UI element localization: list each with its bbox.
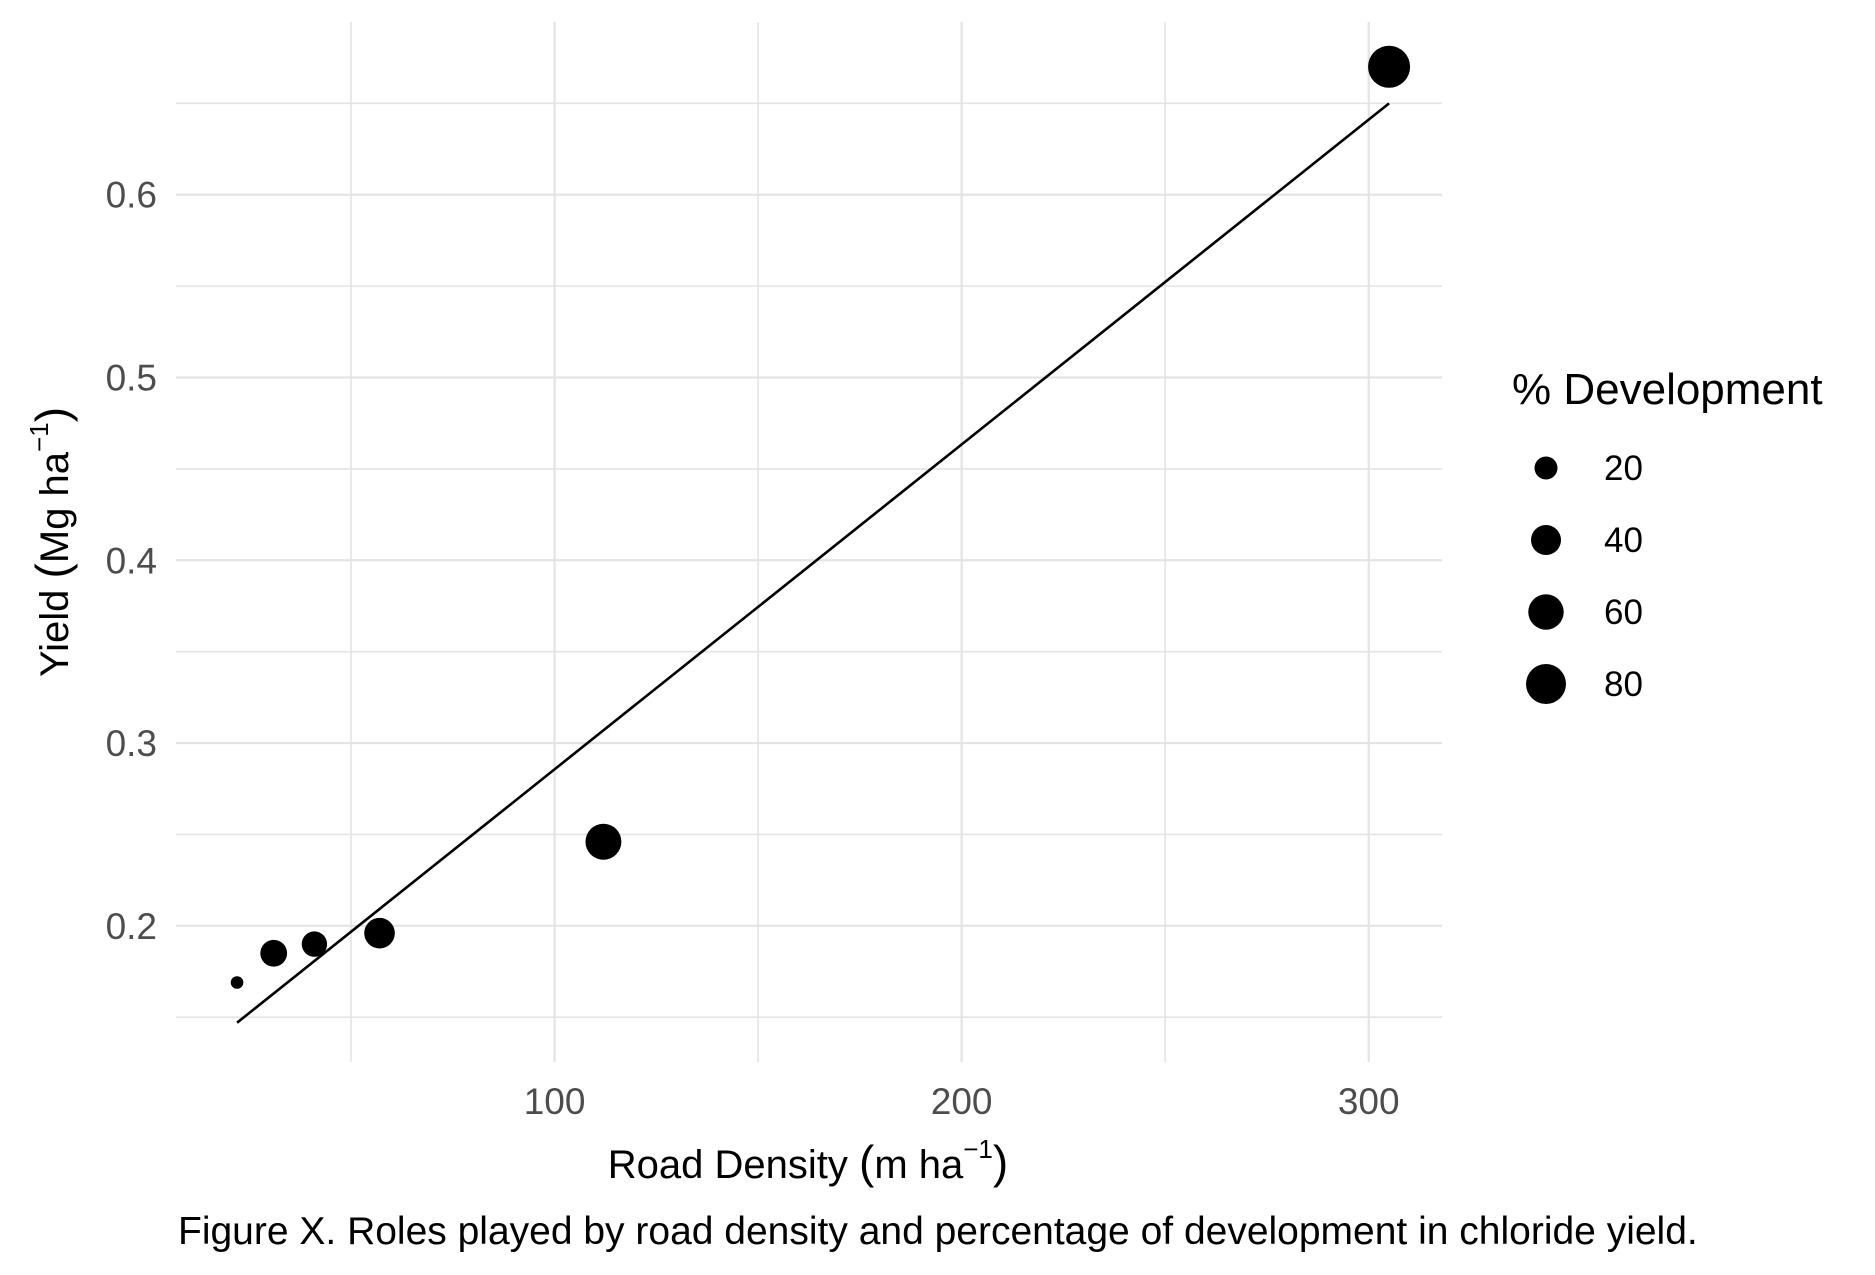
y-axis-title: Yield (Mg ha−1) xyxy=(24,407,78,677)
legend-key xyxy=(1526,664,1566,704)
data-point xyxy=(364,917,395,949)
trend-line xyxy=(236,102,1390,1024)
data-point xyxy=(230,976,244,989)
data-point xyxy=(260,939,288,967)
legend: % Development 20 40 60 80 xyxy=(1512,365,1823,704)
x-tick-label: 200 xyxy=(931,1081,993,1122)
legend-label: 20 xyxy=(1604,449,1643,488)
legend-key xyxy=(1530,524,1562,556)
y-tick-label: 0.2 xyxy=(106,906,157,947)
figure-caption: Figure X. Roles played by road density a… xyxy=(178,1210,1698,1253)
legend-label: 60 xyxy=(1604,593,1643,632)
legend-label: 80 xyxy=(1604,665,1643,704)
y-tick-label: 0.5 xyxy=(106,358,157,399)
data-point xyxy=(585,823,622,860)
y-tick-labels: 0.2 0.3 0.4 0.5 0.6 xyxy=(106,175,157,947)
trend-line-group xyxy=(236,102,1390,1024)
x-tick-labels: 100 200 300 xyxy=(524,1081,1400,1122)
legend-label: 40 xyxy=(1604,521,1643,560)
legend-key xyxy=(1534,456,1558,480)
grid-lines xyxy=(176,22,1442,1062)
legend-key xyxy=(1528,594,1564,630)
x-tick-label: 100 xyxy=(524,1081,586,1122)
data-points xyxy=(230,45,1411,989)
x-tick-label: 300 xyxy=(1338,1081,1400,1122)
y-tick-label: 0.6 xyxy=(106,175,157,216)
legend-title: % Development xyxy=(1512,365,1823,414)
data-point xyxy=(301,931,328,957)
y-tick-label: 0.3 xyxy=(106,723,157,764)
x-axis-title: Road Density (m ha−1) xyxy=(608,1134,1008,1188)
legend-entries: 20 40 60 80 xyxy=(1526,449,1643,704)
y-tick-label: 0.4 xyxy=(106,540,157,581)
data-point xyxy=(1368,45,1411,88)
